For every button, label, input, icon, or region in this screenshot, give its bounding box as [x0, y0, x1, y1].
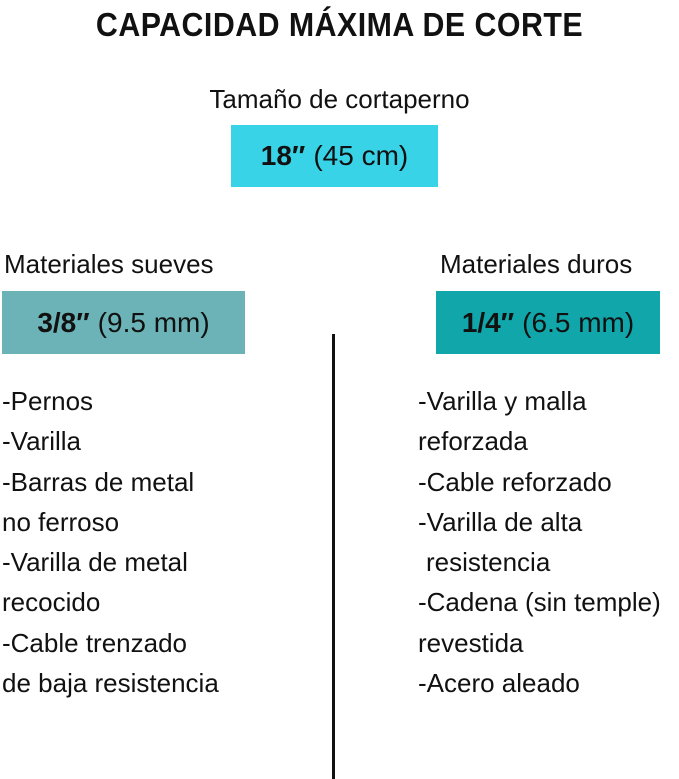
size-metric: (45 cm)	[313, 140, 409, 171]
page-title: CAPACIDAD MÁXIMA DE CORTE	[95, 6, 584, 43]
list-item: -Pernos	[2, 386, 94, 416]
soft-capacity-metric: (9.5 mm)	[97, 306, 210, 338]
size-inches: 18″	[260, 140, 306, 171]
list-item: -Varilla	[2, 426, 81, 457]
list-item: -Cable reforzado	[418, 466, 612, 497]
soft-materials-heading: Materiales sueves	[4, 249, 214, 279]
hard-capacity-inches: 1/4″	[461, 306, 515, 338]
hard-materials-heading: Materiales duros	[440, 249, 633, 279]
list-item: -Cadena (sin temple)	[418, 587, 661, 618]
soft-materials-list: -Pernos -Varilla -Barras de metal no fer…	[2, 381, 219, 703]
list-item: resistencia	[426, 547, 551, 578]
list-item: de baja resistencia	[2, 668, 219, 699]
list-item: -Cable trenzado	[2, 627, 187, 658]
list-item: -Varilla de metal	[2, 547, 188, 578]
hard-materials-list: -Varilla y malla reforzada -Cable reforz…	[418, 381, 661, 703]
hard-capacity-metric: (6.5 mm)	[522, 306, 635, 338]
list-item: -Barras de metal	[2, 466, 195, 497]
hard-materials-capacity-badge: 1/4″ (6.5 mm)	[436, 291, 660, 354]
bolt-cutter-size-badge: 18″ (45 cm)	[231, 125, 438, 187]
soft-capacity-inches: 3/8″	[37, 306, 90, 338]
list-item: -Varilla y malla	[418, 386, 587, 416]
bolt-cutter-size-label: Tamaño de cortaperno	[209, 84, 470, 114]
column-divider	[332, 334, 335, 779]
list-item: -Acero aleado	[418, 668, 580, 699]
list-item: revestida	[418, 627, 524, 658]
list-item: recocido	[2, 587, 101, 618]
list-item: -Varilla de alta	[418, 506, 583, 537]
list-item: no ferroso	[2, 506, 120, 537]
soft-materials-capacity-badge: 3/8″ (9.5 mm)	[2, 291, 245, 354]
list-item: reforzada	[418, 426, 528, 457]
